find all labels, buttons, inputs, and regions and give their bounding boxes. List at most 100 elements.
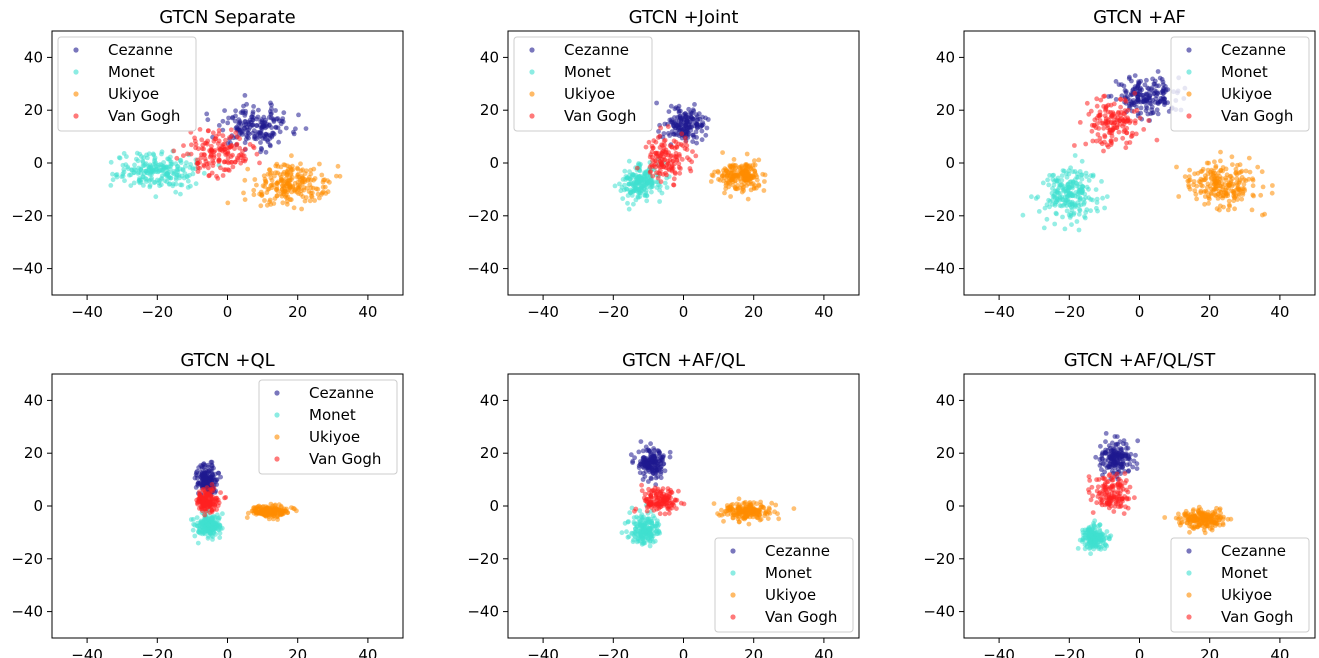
scatter-point — [1123, 89, 1129, 94]
legend-label: Cezanne — [108, 41, 173, 59]
scatter-point — [1108, 142, 1114, 148]
scatter-point — [307, 198, 313, 204]
scatter-point — [661, 164, 666, 170]
scatter-point — [648, 475, 654, 481]
scatter-point — [719, 173, 725, 179]
scatter-point — [719, 507, 724, 513]
scatter-point — [690, 139, 696, 145]
scatter-point — [647, 527, 652, 532]
y-tick-label: 20 — [480, 101, 499, 119]
scatter-point — [230, 164, 236, 170]
panel-title: GTCN +AF — [1093, 7, 1186, 28]
scatter-point — [1099, 179, 1104, 184]
scatter-point — [193, 142, 199, 147]
scatter-point — [776, 516, 782, 522]
scatter-point — [1109, 490, 1115, 495]
legend-label: Van Gogh — [564, 107, 636, 125]
scatter-point — [639, 488, 645, 494]
scatter-point — [1241, 186, 1247, 192]
scatter-point — [1112, 448, 1118, 454]
scatter-point — [205, 470, 211, 475]
scatter-point — [1115, 501, 1121, 506]
scatter-point — [1108, 485, 1113, 491]
scatter-point — [159, 175, 165, 181]
scatter-point — [287, 182, 293, 188]
scatter-point — [653, 494, 659, 499]
scatter-point — [251, 145, 257, 151]
scatter-point — [1077, 120, 1083, 125]
scatter-point — [755, 509, 761, 514]
scatter-point — [200, 500, 206, 505]
scatter-point — [650, 453, 656, 458]
scatter-point — [204, 493, 209, 499]
scatter-point — [1241, 181, 1247, 187]
scatter-point — [217, 157, 222, 163]
scatter-points — [612, 100, 768, 212]
scatter-point — [1124, 130, 1129, 136]
scatter-point — [676, 488, 681, 494]
scatter-point — [266, 186, 272, 192]
scatter-point — [209, 475, 215, 481]
scatter-point — [168, 175, 173, 181]
scatter-point — [1082, 214, 1087, 220]
scatter-point — [1235, 162, 1240, 168]
scatter-point — [1094, 200, 1100, 205]
scatter-point — [656, 467, 662, 473]
scatter-point — [258, 203, 264, 209]
x-tick-label: −20 — [141, 303, 173, 321]
scatter-point — [654, 100, 659, 106]
legend-label: Van Gogh — [309, 450, 381, 468]
scatter-point — [671, 176, 677, 182]
scatter-point — [1133, 131, 1139, 137]
scatter-point — [638, 522, 644, 528]
scatter-point — [162, 178, 168, 184]
scatter-point — [678, 142, 684, 147]
y-tick-label: 20 — [480, 444, 499, 462]
scatter-point — [1160, 79, 1166, 85]
scatter-point — [633, 521, 639, 527]
scatter-point — [627, 510, 633, 516]
scatter-point — [1106, 534, 1112, 540]
scatter-point — [1192, 188, 1198, 194]
scatter-point — [1116, 476, 1122, 482]
legend-label: Ukiyoe — [1221, 85, 1272, 103]
scatter-point — [1125, 445, 1131, 451]
scatter-point — [632, 184, 638, 190]
scatter-point — [1072, 153, 1078, 158]
scatter-point — [1074, 174, 1080, 180]
scatter-point — [736, 496, 742, 502]
scatter-point — [1101, 94, 1106, 99]
scatter-point — [1206, 512, 1211, 518]
scatter-point — [1138, 99, 1144, 105]
scatter-point — [1107, 127, 1113, 133]
scatter-point — [312, 176, 318, 181]
scatter-point — [1084, 100, 1090, 106]
scatter-point — [302, 171, 308, 177]
scatter-point — [280, 200, 286, 206]
scatter-point — [664, 185, 670, 190]
scatter-point — [1204, 517, 1210, 523]
scatter-point — [1089, 128, 1095, 134]
scatter-point — [1173, 515, 1179, 521]
scatter-point — [628, 452, 634, 458]
scatter-point — [212, 502, 218, 508]
scatter-point — [708, 179, 714, 184]
scatter-point — [234, 141, 240, 147]
panel-6: GTCN +AF/QL/ST −40 −20 0 20 40 −40 −20 0 20 40 Ceza… — [923, 350, 1316, 658]
y-tick-label: 20 — [24, 444, 43, 462]
scatter-point — [1099, 502, 1105, 508]
scatter-point — [200, 481, 206, 487]
y-tick-label: 40 — [480, 48, 499, 66]
scatter-point — [159, 168, 165, 173]
scatter-point — [1052, 202, 1058, 208]
scatter-point — [1162, 100, 1168, 106]
scatter-point — [658, 179, 664, 185]
legend-marker — [529, 91, 535, 97]
legend-marker — [274, 412, 280, 418]
scatter-point — [201, 146, 207, 152]
scatter-point — [269, 133, 275, 138]
scatter-point — [225, 167, 231, 173]
scatter-point — [1090, 138, 1096, 144]
scatter-point — [1035, 194, 1041, 200]
